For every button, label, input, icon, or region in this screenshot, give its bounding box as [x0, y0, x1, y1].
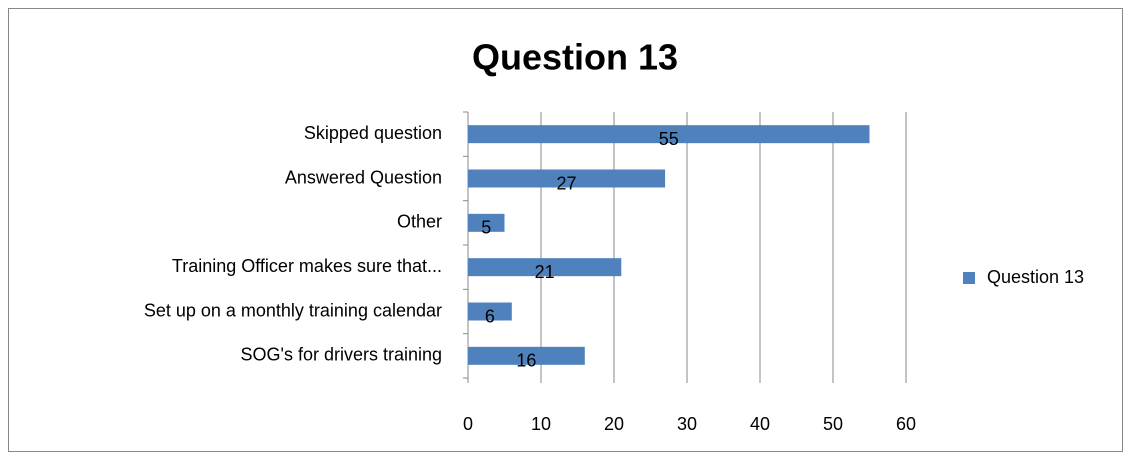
x-tick-label: 10: [531, 414, 551, 434]
bar: [468, 302, 512, 321]
bar: [468, 258, 622, 277]
x-tick-label: 50: [823, 414, 843, 434]
y-tick-label: Answered Question: [285, 167, 442, 187]
data-label: 27: [557, 173, 577, 193]
chart-border: [8, 8, 1123, 452]
x-tick-label: 0: [463, 414, 473, 434]
bar: [468, 346, 585, 365]
x-tick-label: 20: [604, 414, 624, 434]
y-tick-label: Set up on a monthly training calendar: [144, 300, 442, 320]
x-tick-label: 60: [896, 414, 916, 434]
x-tick-label: 40: [750, 414, 770, 434]
y-tick-label: SOG's for drivers training: [241, 345, 443, 365]
bar: [468, 213, 505, 232]
data-label: 16: [516, 351, 536, 371]
y-tick-label: Training Officer makes sure that...: [172, 256, 442, 276]
chart-title: Question 13: [472, 37, 678, 78]
x-tick-label: 30: [677, 414, 697, 434]
legend-swatch: [963, 272, 975, 284]
data-label: 55: [659, 129, 679, 149]
data-label: 6: [485, 306, 495, 326]
data-label: 21: [535, 262, 555, 282]
legend-label: Question 13: [987, 267, 1084, 287]
y-tick-label: Skipped question: [304, 123, 442, 143]
y-tick-label: Other: [397, 212, 442, 232]
data-label: 5: [481, 218, 491, 238]
bar: [468, 169, 666, 188]
bar: [468, 125, 870, 144]
